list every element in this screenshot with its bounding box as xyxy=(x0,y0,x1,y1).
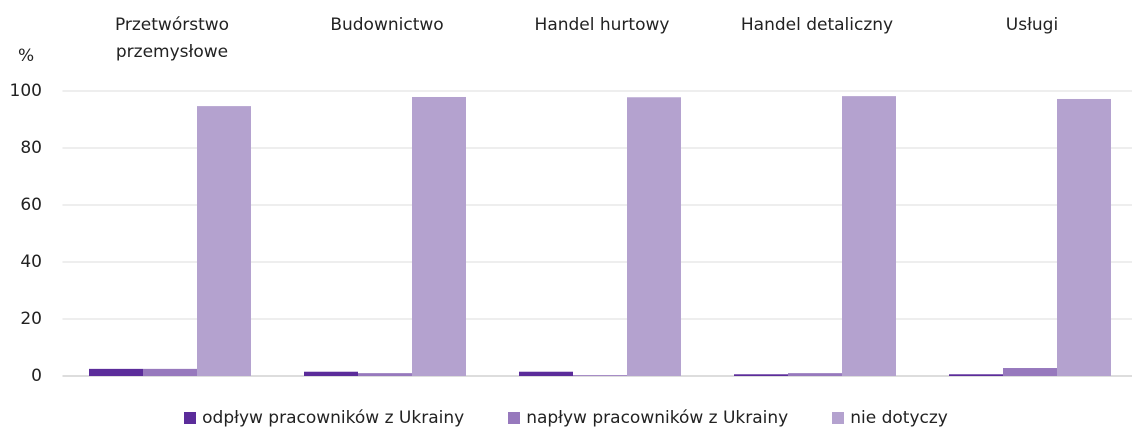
bar xyxy=(788,373,842,376)
y-axis-label: % xyxy=(18,46,34,66)
legend-label: nie dotyczy xyxy=(850,408,948,428)
y-tick-label: 40 xyxy=(20,252,42,272)
legend-item: napływ pracowników z Ukrainy xyxy=(508,408,788,428)
bar xyxy=(1003,368,1057,376)
bar xyxy=(358,373,412,376)
bar xyxy=(949,374,1003,376)
legend-item: odpływ pracowników z Ukrainy xyxy=(184,408,464,428)
category-label: Usługi xyxy=(1005,15,1059,35)
bar xyxy=(842,96,896,376)
y-tick-label: 0 xyxy=(31,366,42,386)
bar xyxy=(734,374,788,376)
bar xyxy=(627,97,681,377)
y-tick-label: 60 xyxy=(20,195,42,215)
category-label: Handel detaliczny xyxy=(740,15,894,35)
category-label: Przetwórstwo przemysłowe xyxy=(114,15,230,62)
category-label: Budownictwo xyxy=(330,15,444,35)
legend-label: napływ pracowników z Ukrainy xyxy=(526,408,789,428)
bar xyxy=(573,375,627,376)
legend-swatch xyxy=(508,412,521,424)
y-tick-label: 20 xyxy=(20,309,42,329)
category-label: Handel hurtowy xyxy=(534,15,670,35)
bar xyxy=(1057,98,1111,376)
bar xyxy=(412,96,466,377)
bar xyxy=(197,106,251,376)
bar xyxy=(304,371,358,376)
bar xyxy=(143,368,197,376)
bar xyxy=(89,368,143,376)
legend: odpływ pracowników z Ukrainy napływ praco… xyxy=(0,408,1132,428)
bar xyxy=(519,371,573,376)
legend-item: nie dotyczy xyxy=(832,408,948,428)
y-tick-label: 80 xyxy=(20,138,42,158)
legend-swatch xyxy=(184,412,197,424)
y-tick-label: 100 xyxy=(10,81,42,101)
legend-label: odpływ pracowników z Ukrainy xyxy=(202,408,465,428)
legend-swatch xyxy=(832,412,845,424)
